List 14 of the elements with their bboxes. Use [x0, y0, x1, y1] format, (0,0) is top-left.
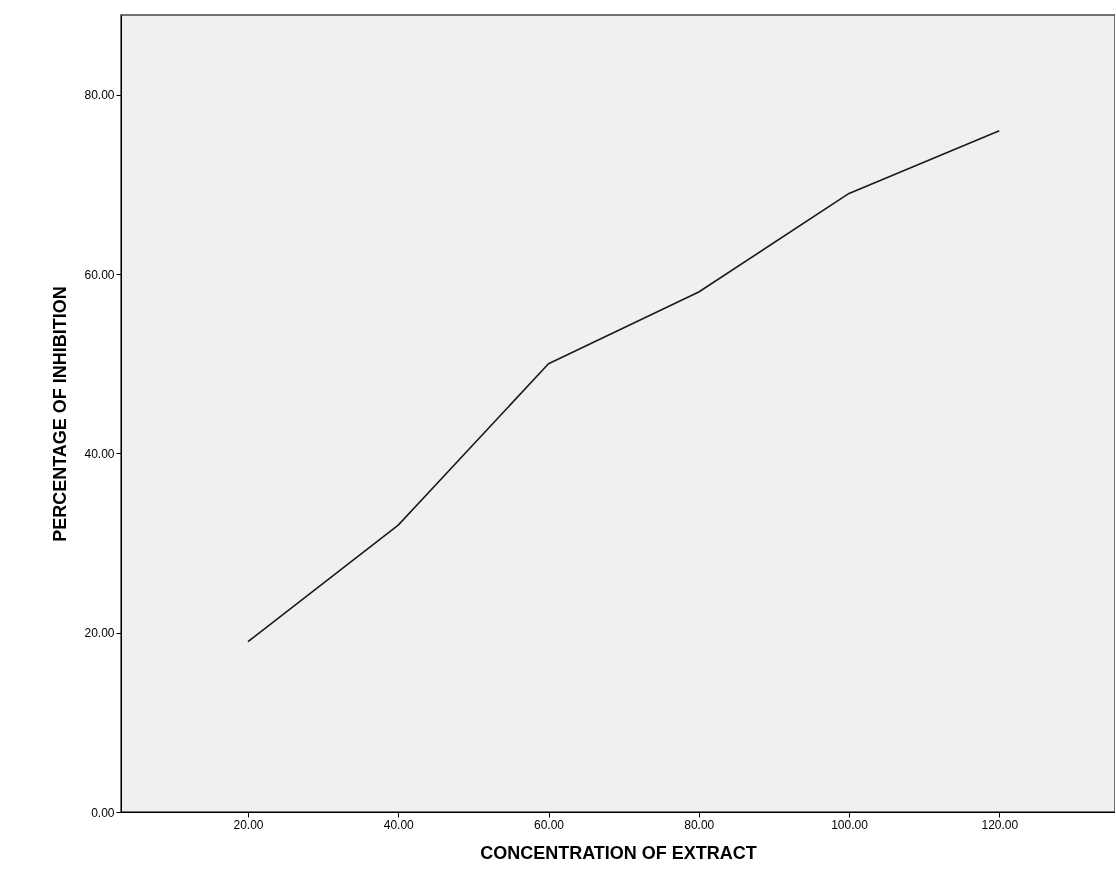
x-tick-label: 60.00	[533, 817, 565, 832]
x-axis-title: CONCENTRATION OF EXTRACT	[480, 842, 757, 863]
x-tick-label: 100.00	[831, 817, 869, 832]
y-tick-label: 20.00	[84, 626, 115, 641]
y-tick-label: 0.00	[91, 805, 115, 820]
y-tick-label: 40.00	[84, 446, 115, 461]
y-tick-label: 80.00	[84, 88, 115, 103]
line-series	[247, 129, 1001, 643]
x-tick-label: 40.00	[383, 817, 415, 832]
x-tick-label: 20.00	[233, 817, 264, 832]
x-tick-label: 80.00	[684, 817, 715, 832]
y-tick-label: 60.00	[84, 267, 115, 282]
x-tick-label: 120.00	[981, 817, 1019, 832]
y-axis-title: PERCENTAGE OF INHIBITION	[50, 286, 71, 542]
